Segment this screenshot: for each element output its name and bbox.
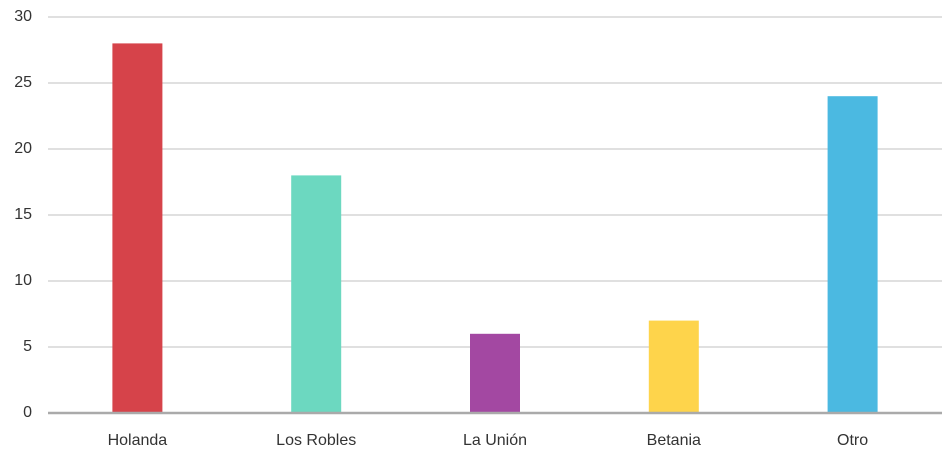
y-tick-label: 0 <box>23 404 32 421</box>
bar <box>648 320 699 413</box>
bar <box>112 43 163 414</box>
y-tick-label: 20 <box>14 140 32 157</box>
y-tick-label: 15 <box>14 206 32 223</box>
y-tick-label: 30 <box>14 8 32 25</box>
bar <box>291 175 342 413</box>
y-tick-label: 5 <box>23 338 32 355</box>
y-tick-label: 10 <box>14 272 32 289</box>
y-tick-label: 25 <box>14 74 32 91</box>
x-tick-label: Otro <box>837 432 868 449</box>
x-tick-label: La Unión <box>463 432 527 449</box>
bar <box>827 96 878 413</box>
x-tick-label: Holanda <box>108 432 168 449</box>
bar <box>470 333 520 413</box>
x-tick-label: Los Robles <box>276 432 356 449</box>
x-tick-label: Betania <box>647 432 701 449</box>
